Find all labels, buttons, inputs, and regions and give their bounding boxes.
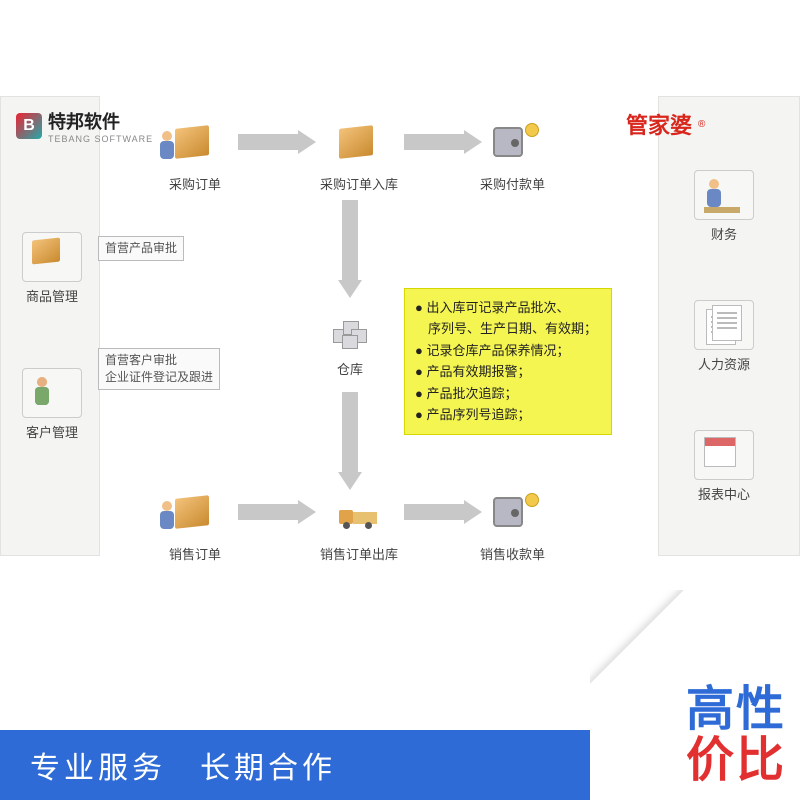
node-hr: 人力资源	[694, 300, 754, 373]
node-report: 报表中心	[694, 430, 754, 503]
highlight-line: 出入库可记录产品批次、	[415, 297, 601, 318]
node-purchase_pay: 采购付款单	[480, 120, 545, 193]
node-label-sales_out: 销售订单出库	[320, 544, 398, 563]
person-box-icon	[165, 120, 225, 170]
node-label-purchase_pay: 采购付款单	[480, 174, 545, 193]
logo-right-text: 管家婆	[626, 108, 692, 140]
highlight-line: 产品批次追踪；	[415, 383, 601, 404]
safe-coin-icon	[483, 120, 543, 170]
node-product_mgmt: 商品管理	[22, 232, 82, 305]
node-warehouse: 仓库	[320, 305, 380, 378]
node-label-product_mgmt: 商品管理	[22, 286, 82, 305]
node-finance: 财务	[694, 170, 754, 243]
tag-product_tag: 首营产品审批	[98, 236, 184, 261]
node-purchase_order: 采购订单	[165, 120, 225, 193]
footer-text: 专业服务 长期合作	[30, 743, 336, 787]
node-sales_order: 销售订单	[165, 490, 225, 563]
node-label-warehouse: 仓库	[320, 359, 380, 378]
registered-icon: ®	[698, 119, 705, 130]
node-sales_receipt: 销售收款单	[480, 490, 545, 563]
node-label-hr: 人力资源	[694, 354, 754, 373]
arrow-purchase_in-to-purchase_pay	[404, 130, 482, 159]
node-label-purchase_in: 采购订单入库	[320, 174, 398, 193]
logo-guanjiapo: 管家婆 ®	[626, 108, 705, 140]
warehouse-highlight: 出入库可记录产品批次、 序列号、生产日期、有效期；记录仓库产品保养情况；产品有效…	[404, 288, 612, 435]
diagram-canvas: B 特邦软件 TEBANG SOFTWARE 管家婆 ® 采购订单 采购订单入库 采购…	[0, 0, 800, 800]
arrow-purchase_order-to-purchase_in	[238, 130, 316, 159]
box-icon	[329, 120, 389, 170]
logo-left-en: TEBANG SOFTWARE	[48, 134, 153, 144]
box-frame-icon	[22, 232, 82, 282]
logo-tebang: B 特邦软件 TEBANG SOFTWARE	[16, 108, 153, 144]
corner-line2: 价比	[686, 736, 786, 786]
node-label-finance: 财务	[694, 224, 754, 243]
highlight-line: 产品有效期报警；	[415, 361, 601, 382]
left-panel	[0, 96, 100, 556]
arrow-purchase_in-to-warehouse	[338, 200, 362, 303]
docs-icon	[694, 300, 754, 350]
corner-line1: 高性	[686, 685, 786, 735]
node-label-purchase_order: 采购订单	[165, 174, 225, 193]
arrow-warehouse-to-sales_out	[338, 392, 362, 495]
node-label-report: 报表中心	[694, 484, 754, 503]
calendar-icon	[694, 430, 754, 480]
node-label-sales_receipt: 销售收款单	[480, 544, 545, 563]
highlight-line: 序列号、生产日期、有效期；	[415, 318, 601, 339]
person-box-icon	[165, 490, 225, 540]
node-customer_mgmt: 客户管理	[22, 368, 82, 441]
people-frame-icon	[22, 368, 82, 418]
node-label-sales_order: 销售订单	[165, 544, 225, 563]
corner-badge: 高性 价比	[590, 590, 800, 800]
tag-customer_tag: 首营客户审批企业证件登记及跟进	[98, 348, 220, 390]
logo-left-cn: 特邦软件	[48, 108, 153, 134]
arrow-sales_order-to-sales_out	[238, 500, 316, 529]
logo-mark-icon: B	[16, 113, 42, 139]
person-desk-icon	[694, 170, 754, 220]
stack-icon	[320, 305, 380, 355]
safe-coin-icon	[483, 490, 543, 540]
node-purchase_in: 采购订单入库	[320, 120, 398, 193]
highlight-line: 产品序列号追踪；	[415, 404, 601, 425]
node-sales_out: 销售订单出库	[320, 490, 398, 563]
highlight-line: 记录仓库产品保养情况；	[415, 340, 601, 361]
truck-icon	[329, 490, 389, 540]
arrow-sales_out-to-sales_receipt	[404, 500, 482, 529]
